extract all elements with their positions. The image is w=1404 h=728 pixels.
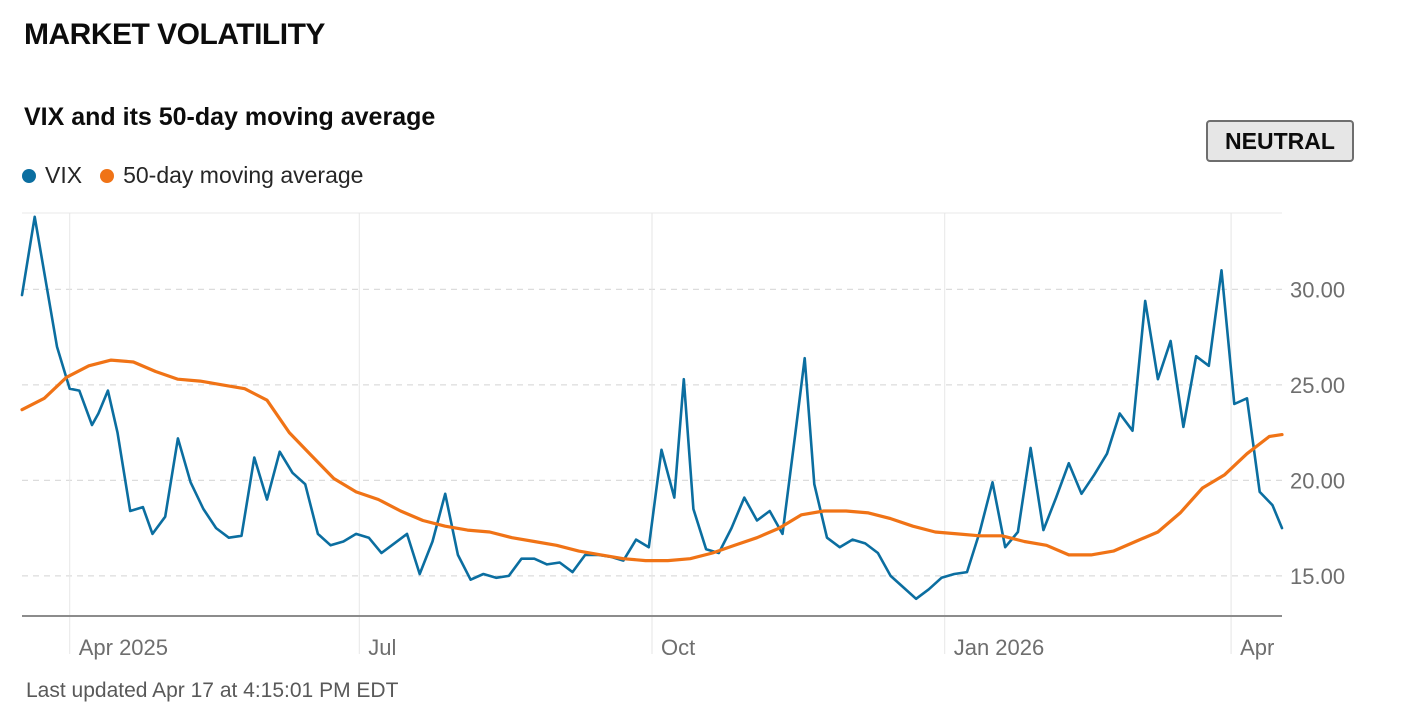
y-tick-label: 30.00 <box>1290 277 1345 302</box>
legend-label-vix: VIX <box>45 162 83 188</box>
vix-series-line[interactable] <box>20 215 1284 601</box>
legend-item-vix[interactable]: VIX <box>22 162 82 189</box>
x-tick-label: Apr 2025 <box>79 635 168 660</box>
legend-dot-icon <box>100 168 115 183</box>
legend-label-moving-average: 50-day moving average <box>123 162 364 188</box>
moving-average-series-line[interactable] <box>20 358 1284 563</box>
sentiment-status-badge: NEUTRAL <box>1206 120 1354 162</box>
y-tick-label: 15.00 <box>1290 564 1345 589</box>
last-updated-text: Last updated Apr 17 at 4:15:01 PM EDT <box>26 679 399 702</box>
chart-legend: VIX 50-day moving average <box>22 162 381 189</box>
section-title: MARKET VOLATILITY <box>24 18 325 51</box>
x-tick-label: Apr <box>1240 635 1274 660</box>
legend-item-moving-average[interactable]: 50-day moving average <box>100 162 363 189</box>
y-tick-label: 25.00 <box>1290 373 1345 398</box>
x-tick-label: Jan 2026 <box>954 635 1045 660</box>
y-tick-label: 20.00 <box>1290 468 1345 493</box>
legend-dot-icon <box>22 168 36 183</box>
x-tick-label: Oct <box>661 635 695 660</box>
chart-title: VIX and its 50-day moving average <box>24 103 436 131</box>
x-tick-label: Jul <box>368 635 396 660</box>
